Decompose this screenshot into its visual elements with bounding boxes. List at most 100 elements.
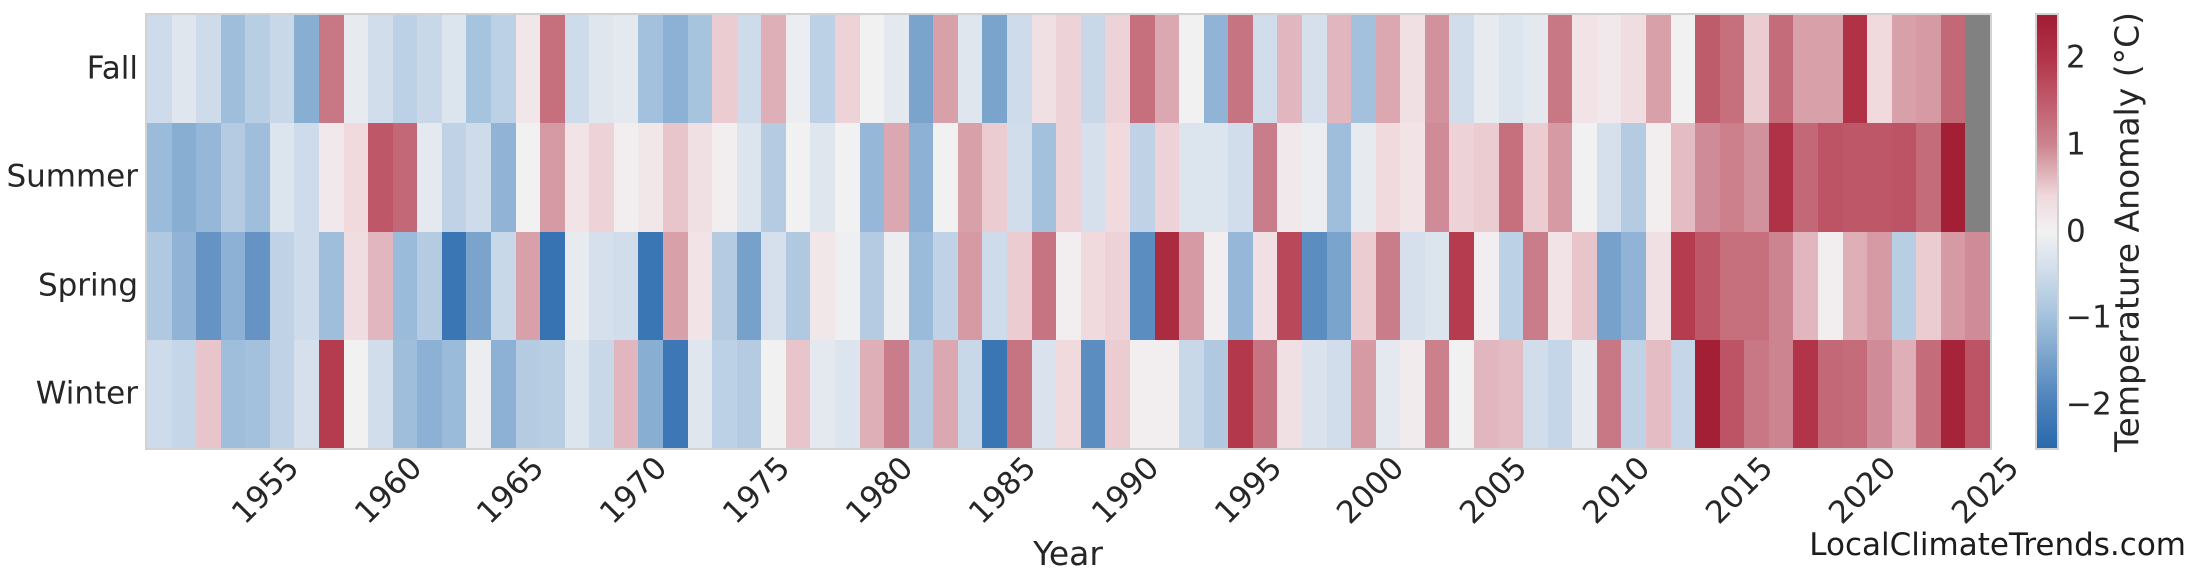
heatmap-cell — [1154, 15, 1180, 124]
heatmap-cell — [417, 339, 442, 448]
heatmap-cell — [564, 123, 590, 232]
heatmap-cell — [1326, 15, 1352, 124]
heatmap-cell — [1965, 123, 1990, 232]
heatmap-cell — [1252, 15, 1278, 124]
heatmap-cell — [712, 231, 737, 340]
heatmap-cell — [1645, 123, 1671, 232]
heatmap-cell — [147, 123, 172, 232]
heatmap-cell — [589, 231, 614, 340]
heatmap-cell — [1277, 123, 1302, 232]
heatmap-cell — [196, 123, 221, 232]
heatmap-cell — [1129, 339, 1155, 448]
heatmap-cell — [613, 123, 639, 232]
heatmap-cell — [245, 339, 270, 448]
heatmap-cell — [884, 339, 909, 448]
heatmap-cell — [515, 231, 541, 340]
heatmap-cell — [540, 231, 565, 340]
heatmap-cell — [294, 339, 319, 448]
heatmap-cell — [1695, 15, 1720, 124]
heatmap-cell — [392, 231, 418, 340]
heatmap-cell — [269, 15, 295, 124]
heatmap-cell — [417, 123, 442, 232]
heatmap-cell — [638, 15, 664, 124]
heatmap-cell — [491, 339, 516, 448]
heatmap-cell — [933, 339, 958, 448]
heatmap-cell — [1080, 123, 1106, 232]
heatmap-cell — [515, 339, 541, 448]
heatmap-cell — [1326, 231, 1352, 340]
heatmap-cell — [1940, 231, 1966, 340]
heatmap-cell — [1793, 123, 1818, 232]
heatmap-cell — [1719, 231, 1745, 340]
heatmap-cell — [736, 123, 762, 232]
heatmap-cell — [319, 15, 344, 124]
heatmap-cell — [1007, 15, 1032, 124]
x-tick-label: 1975 — [716, 449, 798, 532]
heatmap-cell — [1817, 15, 1843, 124]
heatmap-cell — [957, 123, 983, 232]
heatmap — [145, 13, 1992, 450]
heatmap-cell — [1719, 15, 1745, 124]
heatmap-cell — [638, 123, 664, 232]
heatmap-cell — [441, 231, 467, 340]
heatmap-cell — [294, 123, 319, 232]
heatmap-cell — [466, 231, 492, 340]
heatmap-cell — [1916, 123, 1941, 232]
heatmap-cell — [1867, 123, 1892, 232]
heatmap-cell — [1203, 15, 1229, 124]
heatmap-cell — [1498, 339, 1524, 448]
heatmap-cell — [540, 123, 565, 232]
heatmap-cell — [1424, 15, 1450, 124]
heatmap-cell — [663, 123, 688, 232]
heatmap-cell — [417, 231, 442, 340]
heatmap-cell — [441, 339, 467, 448]
heatmap-cell — [1572, 231, 1597, 340]
heatmap-cell — [638, 231, 664, 340]
heatmap-cell — [1424, 123, 1450, 232]
heatmap-cell — [269, 123, 295, 232]
heatmap-cell — [220, 15, 246, 124]
heatmap-cell — [982, 339, 1008, 448]
colorbar-tick-label: 2 — [2066, 39, 2086, 76]
heatmap-cell — [1916, 231, 1941, 340]
heatmap-cell — [613, 339, 639, 448]
heatmap-cell — [1203, 339, 1229, 448]
heatmap-cell — [1179, 15, 1204, 124]
heatmap-cell — [1080, 231, 1106, 340]
heatmap-cell — [589, 123, 614, 232]
heatmap-cell — [933, 123, 958, 232]
heatmap-cell — [1375, 339, 1401, 448]
heatmap-cell — [933, 231, 958, 340]
heatmap-cell — [196, 231, 221, 340]
heatmap-cell — [785, 339, 811, 448]
heatmap-cell — [319, 123, 344, 232]
heatmap-cell — [392, 123, 418, 232]
heatmap-cell — [1498, 15, 1524, 124]
heatmap-cell — [147, 231, 172, 340]
heatmap-cell — [884, 15, 909, 124]
heatmap-cell — [417, 15, 442, 124]
row-label-spring: Spring — [37, 267, 138, 304]
heatmap-cell — [1572, 15, 1597, 124]
heatmap-cell — [1228, 231, 1253, 340]
heatmap-cell — [1154, 231, 1180, 340]
heatmap-cell — [638, 339, 664, 448]
heatmap-cell — [245, 231, 270, 340]
heatmap-cell — [1719, 123, 1745, 232]
x-tick-label: 2015 — [1699, 449, 1781, 532]
heatmap-cell — [982, 231, 1008, 340]
heatmap-cell — [196, 339, 221, 448]
heatmap-cell — [1007, 123, 1032, 232]
heatmap-cell — [1523, 15, 1548, 124]
heatmap-cell — [466, 123, 492, 232]
heatmap-cell — [663, 15, 688, 124]
heatmap-cell — [1277, 231, 1302, 340]
heatmap-cell — [1031, 231, 1057, 340]
heatmap-cell — [491, 15, 516, 124]
heatmap-cell — [1547, 15, 1573, 124]
heatmap-cell — [564, 231, 590, 340]
heatmap-cell — [540, 339, 565, 448]
heatmap-cell — [1056, 231, 1081, 340]
heatmap-cell — [1867, 15, 1892, 124]
